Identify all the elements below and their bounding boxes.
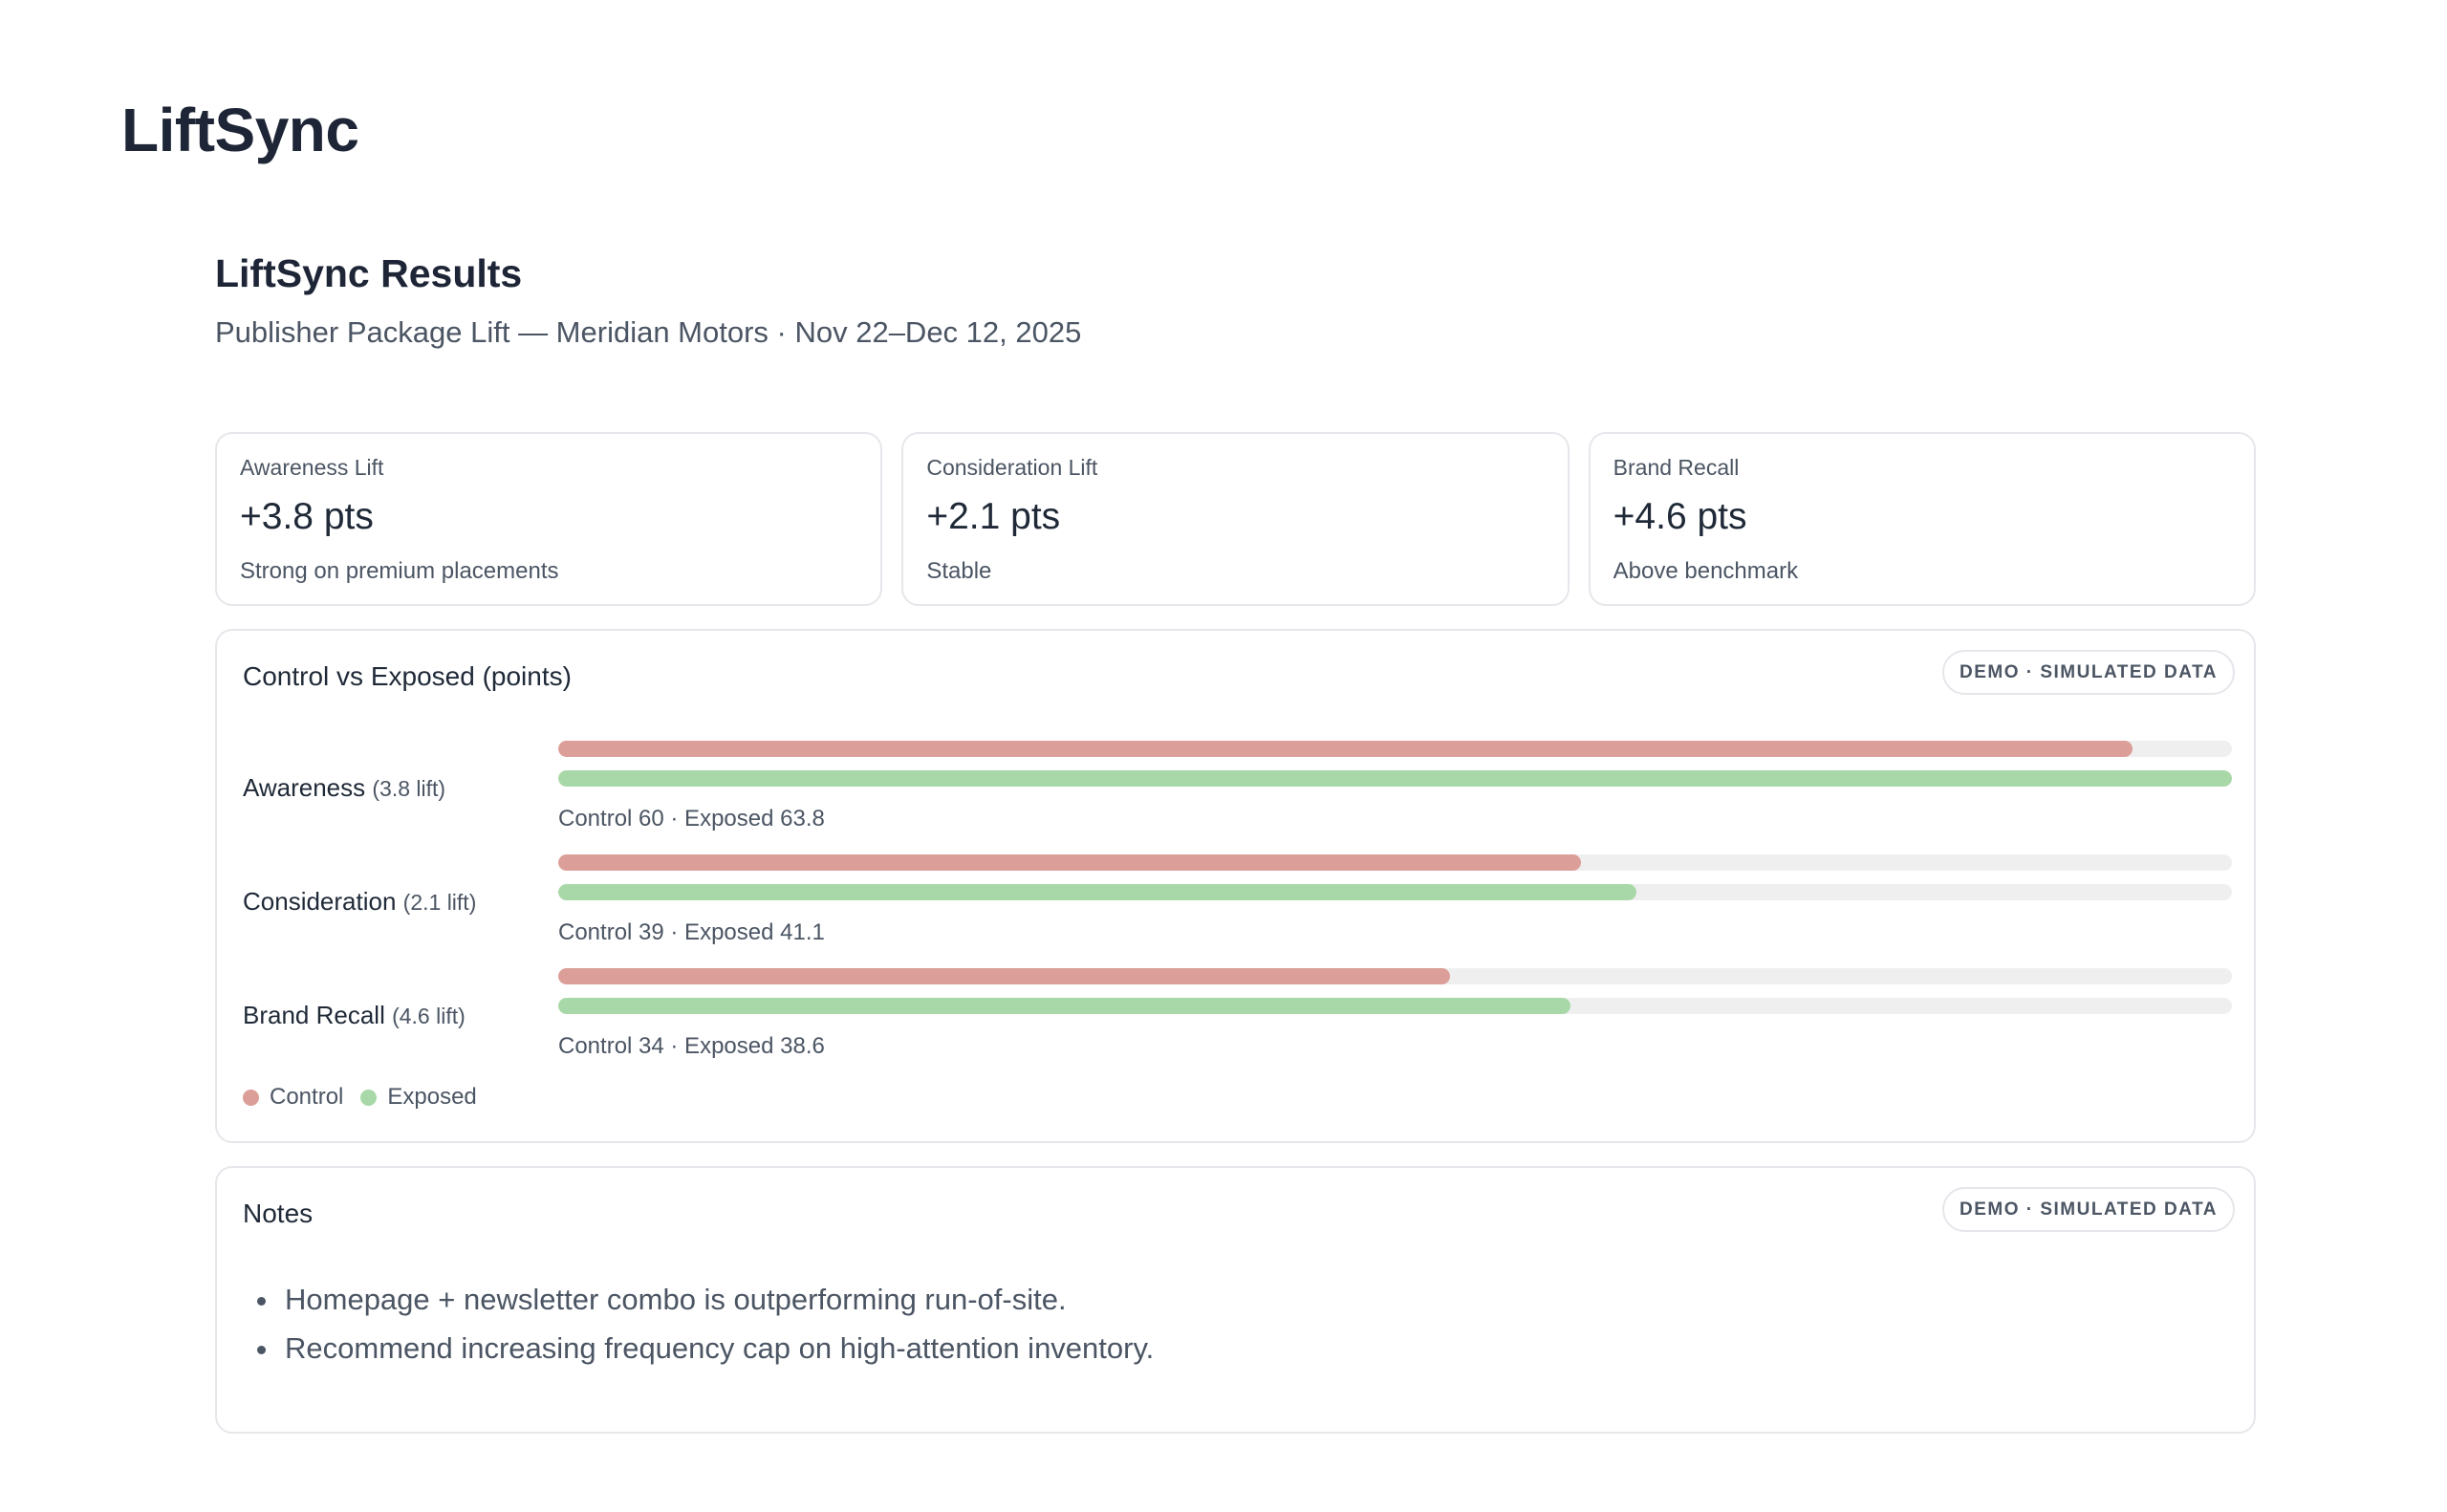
list-item: Recommend increasing frequency cap on hi… — [281, 1333, 1154, 1363]
notes-list: Homepage + newsletter combo is outperfor… — [253, 1285, 1154, 1382]
kpi-value: +3.8 pts — [240, 496, 374, 537]
legend-label: Exposed — [387, 1084, 477, 1110]
exposed-bar — [558, 770, 2232, 787]
page-title: LiftSync Results — [215, 251, 523, 295]
kpi-card-awareness: Awareness Lift +3.8 pts Strong on premiu… — [215, 432, 883, 606]
exposed-dot-icon — [360, 1089, 378, 1106]
kpi-note: Stable — [926, 558, 992, 584]
kpi-label: Consideration Lift — [926, 455, 1098, 480]
metric-row-consideration: Consideration (2.1 lift) Control 39 · Ex… — [217, 854, 2254, 960]
kpi-row: Awareness Lift +3.8 pts Strong on premiu… — [215, 432, 2256, 606]
control-dot-icon — [243, 1089, 259, 1106]
control-bar — [558, 968, 1451, 984]
app-title: LiftSync — [121, 96, 359, 164]
metric-caption: Control 39 · Exposed 41.1 — [558, 919, 825, 945]
notes-panel-title: Notes — [243, 1199, 314, 1228]
chart-panel-title: Control vs Exposed (points) — [243, 661, 572, 691]
metric-caption: Control 34 · Exposed 38.6 — [558, 1033, 825, 1059]
list-item: Homepage + newsletter combo is outperfor… — [281, 1285, 1154, 1314]
metric-label: Brand Recall (4.6 lift) — [243, 1003, 466, 1027]
control-bar-track — [558, 854, 2232, 871]
metric-label: Consideration (2.1 lift) — [243, 889, 476, 914]
kpi-card-brand-recall: Brand Recall +4.6 pts Above benchmark — [1588, 432, 2256, 606]
control-bar — [558, 741, 2133, 757]
kpi-value: +4.6 pts — [1613, 496, 1747, 537]
control-bar-track — [558, 741, 2232, 757]
metric-label: Awareness (3.8 lift) — [243, 775, 445, 800]
page-subtitle: Publisher Package Lift — Meridian Motors… — [215, 315, 1082, 350]
metric-lift: (3.8 lift) — [372, 776, 446, 801]
legend-item-control: Control — [243, 1086, 343, 1109]
kpi-note: Above benchmark — [1613, 558, 1799, 584]
chart-panel: Control vs Exposed (points) DEMO · SIMUL… — [215, 629, 2256, 1143]
metric-lift: (4.6 lift) — [392, 1004, 466, 1028]
exposed-bar — [558, 998, 1571, 1014]
metric-name: Brand Recall — [243, 1001, 385, 1029]
exposed-bar-track — [558, 998, 2232, 1014]
kpi-note: Strong on premium placements — [240, 558, 559, 584]
exposed-bar-track — [558, 884, 2232, 900]
notes-panel: Notes DEMO · SIMULATED DATA Homepage + n… — [215, 1166, 2256, 1434]
metric-row-awareness: Awareness (3.8 lift) Control 60 · Expose… — [217, 741, 2254, 846]
main-content: LiftSync Results Publisher Package Lift … — [215, 250, 2256, 1434]
demo-badge: DEMO · SIMULATED DATA — [1941, 1187, 2235, 1232]
kpi-label: Brand Recall — [1613, 455, 1740, 480]
demo-badge: DEMO · SIMULATED DATA — [1941, 650, 2235, 695]
kpi-card-consideration: Consideration Lift +2.1 pts Stable — [901, 432, 1570, 606]
metric-lift: (2.1 lift) — [402, 890, 477, 915]
legend-label: Control — [270, 1084, 344, 1110]
metric-name: Consideration — [243, 887, 397, 916]
legend-item-exposed: Exposed — [360, 1084, 477, 1110]
kpi-label: Awareness Lift — [240, 455, 384, 480]
control-bar-track — [558, 968, 2232, 984]
kpi-value: +2.1 pts — [926, 496, 1061, 537]
exposed-bar — [558, 884, 1636, 900]
metric-name: Awareness — [243, 773, 366, 802]
exposed-bar-track — [558, 770, 2232, 787]
control-bar — [558, 854, 1582, 871]
chart-legend: Control Exposed — [243, 1086, 477, 1109]
metric-row-brand-recall: Brand Recall (4.6 lift) Control 34 · Exp… — [217, 968, 2254, 1073]
metric-caption: Control 60 · Exposed 63.8 — [558, 806, 825, 832]
